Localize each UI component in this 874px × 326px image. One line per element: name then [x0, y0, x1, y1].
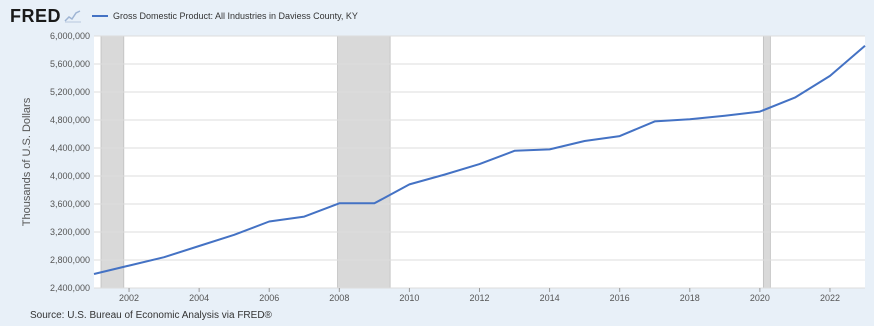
data-point[interactable]: [477, 162, 482, 167]
recession-band-2: [762, 35, 771, 289]
data-point[interactable]: [232, 232, 237, 237]
data-point[interactable]: [197, 244, 202, 249]
x-tick-label: 2022: [820, 293, 840, 303]
data-point[interactable]: [582, 139, 587, 144]
x-tick-label: 2018: [680, 293, 700, 303]
fred-logo[interactable]: FRED: [10, 5, 61, 26]
y-tick-label: 2,800,000: [50, 255, 90, 265]
data-point[interactable]: [863, 43, 868, 48]
data-point[interactable]: [127, 263, 132, 268]
data-point[interactable]: [512, 148, 517, 153]
source-note: Source: U.S. Bureau of Economic Analysis…: [30, 310, 272, 321]
data-point[interactable]: [652, 119, 657, 124]
data-point[interactable]: [792, 95, 797, 100]
data-point[interactable]: [687, 117, 692, 122]
fred-logo-graph-icon: [64, 9, 82, 23]
y-tick-label: 2,400,000: [50, 283, 90, 293]
y-tick-label: 4,000,000: [50, 171, 90, 181]
data-point[interactable]: [407, 182, 412, 187]
y-tick-label: 3,200,000: [50, 227, 90, 237]
data-point[interactable]: [827, 73, 832, 78]
x-tick-label: 2020: [750, 293, 770, 303]
data-point[interactable]: [547, 147, 552, 152]
legend-label: Gross Domestic Product: All Industries i…: [113, 11, 358, 21]
data-point[interactable]: [337, 201, 342, 206]
data-point[interactable]: [372, 201, 377, 206]
data-point[interactable]: [722, 113, 727, 118]
x-tick-label: 2016: [610, 293, 630, 303]
y-tick-label: 6,000,000: [50, 31, 90, 41]
series-line-0: [93, 45, 866, 275]
data-point[interactable]: [267, 219, 272, 224]
data-point[interactable]: [757, 109, 762, 114]
y-tick-label: 3,600,000: [50, 199, 90, 209]
data-point[interactable]: [162, 255, 167, 260]
y-axis-label: Thousands of U.S. Dollars: [21, 97, 33, 226]
y-tick-label: 5,200,000: [50, 87, 90, 97]
x-tick-label: 2006: [259, 293, 279, 303]
x-tick-label: 2004: [189, 293, 209, 303]
data-point[interactable]: [617, 134, 622, 139]
legend-swatch: [92, 15, 108, 17]
recession-band-1: [337, 35, 391, 289]
y-tick-label: 4,800,000: [50, 115, 90, 125]
data-point[interactable]: [92, 272, 97, 277]
data-point[interactable]: [302, 214, 307, 219]
x-tick-label: 2010: [399, 293, 419, 303]
recession-band-0: [100, 35, 125, 289]
x-tick-label: 2012: [469, 293, 489, 303]
data-point[interactable]: [442, 172, 447, 177]
y-tick-label: 4,400,000: [50, 143, 90, 153]
y-tick-label: 5,600,000: [50, 59, 90, 69]
plot-area: [94, 36, 865, 288]
x-tick-label: 2002: [119, 293, 139, 303]
x-tick-label: 2008: [329, 293, 349, 303]
x-tick-label: 2014: [540, 293, 560, 303]
chart-header: FRED Gross Domestic Product: All Industr…: [10, 6, 358, 26]
